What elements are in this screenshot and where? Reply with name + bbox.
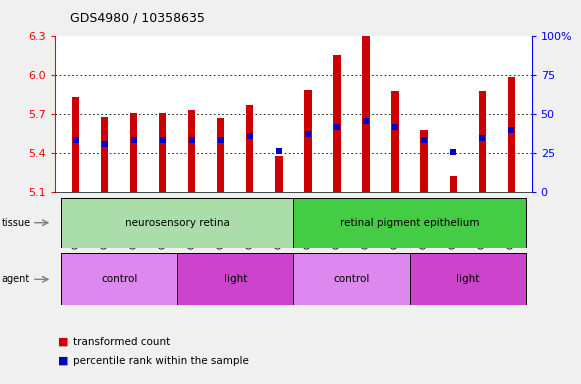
- Bar: [508, 77, 515, 192]
- Text: retinal pigment epithelium: retinal pigment epithelium: [340, 218, 479, 228]
- Text: control: control: [101, 274, 137, 285]
- Bar: [217, 118, 224, 192]
- Bar: [421, 130, 428, 192]
- Bar: [188, 110, 195, 192]
- Bar: [333, 55, 340, 192]
- Bar: [101, 117, 108, 192]
- Text: agent: agent: [2, 274, 30, 285]
- Bar: [304, 89, 311, 192]
- Bar: [450, 177, 457, 192]
- Text: neurosensory retina: neurosensory retina: [125, 218, 229, 228]
- Text: ■: ■: [58, 356, 69, 366]
- Bar: [293, 253, 410, 305]
- Bar: [363, 36, 370, 192]
- Bar: [130, 113, 137, 192]
- Text: tissue: tissue: [2, 218, 31, 228]
- Text: light: light: [456, 274, 479, 285]
- Bar: [275, 156, 282, 192]
- Bar: [61, 253, 177, 305]
- Bar: [246, 105, 253, 192]
- Text: control: control: [333, 274, 370, 285]
- Bar: [392, 91, 399, 192]
- Bar: [479, 91, 486, 192]
- Bar: [159, 113, 166, 192]
- Text: light: light: [224, 274, 247, 285]
- Bar: [293, 198, 526, 248]
- Text: transformed count: transformed count: [73, 337, 170, 347]
- Text: percentile rank within the sample: percentile rank within the sample: [73, 356, 249, 366]
- Bar: [61, 198, 293, 248]
- Bar: [410, 253, 526, 305]
- Bar: [72, 98, 79, 192]
- Bar: [177, 253, 293, 305]
- Text: ■: ■: [58, 337, 69, 347]
- Text: GDS4980 / 10358635: GDS4980 / 10358635: [70, 12, 205, 25]
